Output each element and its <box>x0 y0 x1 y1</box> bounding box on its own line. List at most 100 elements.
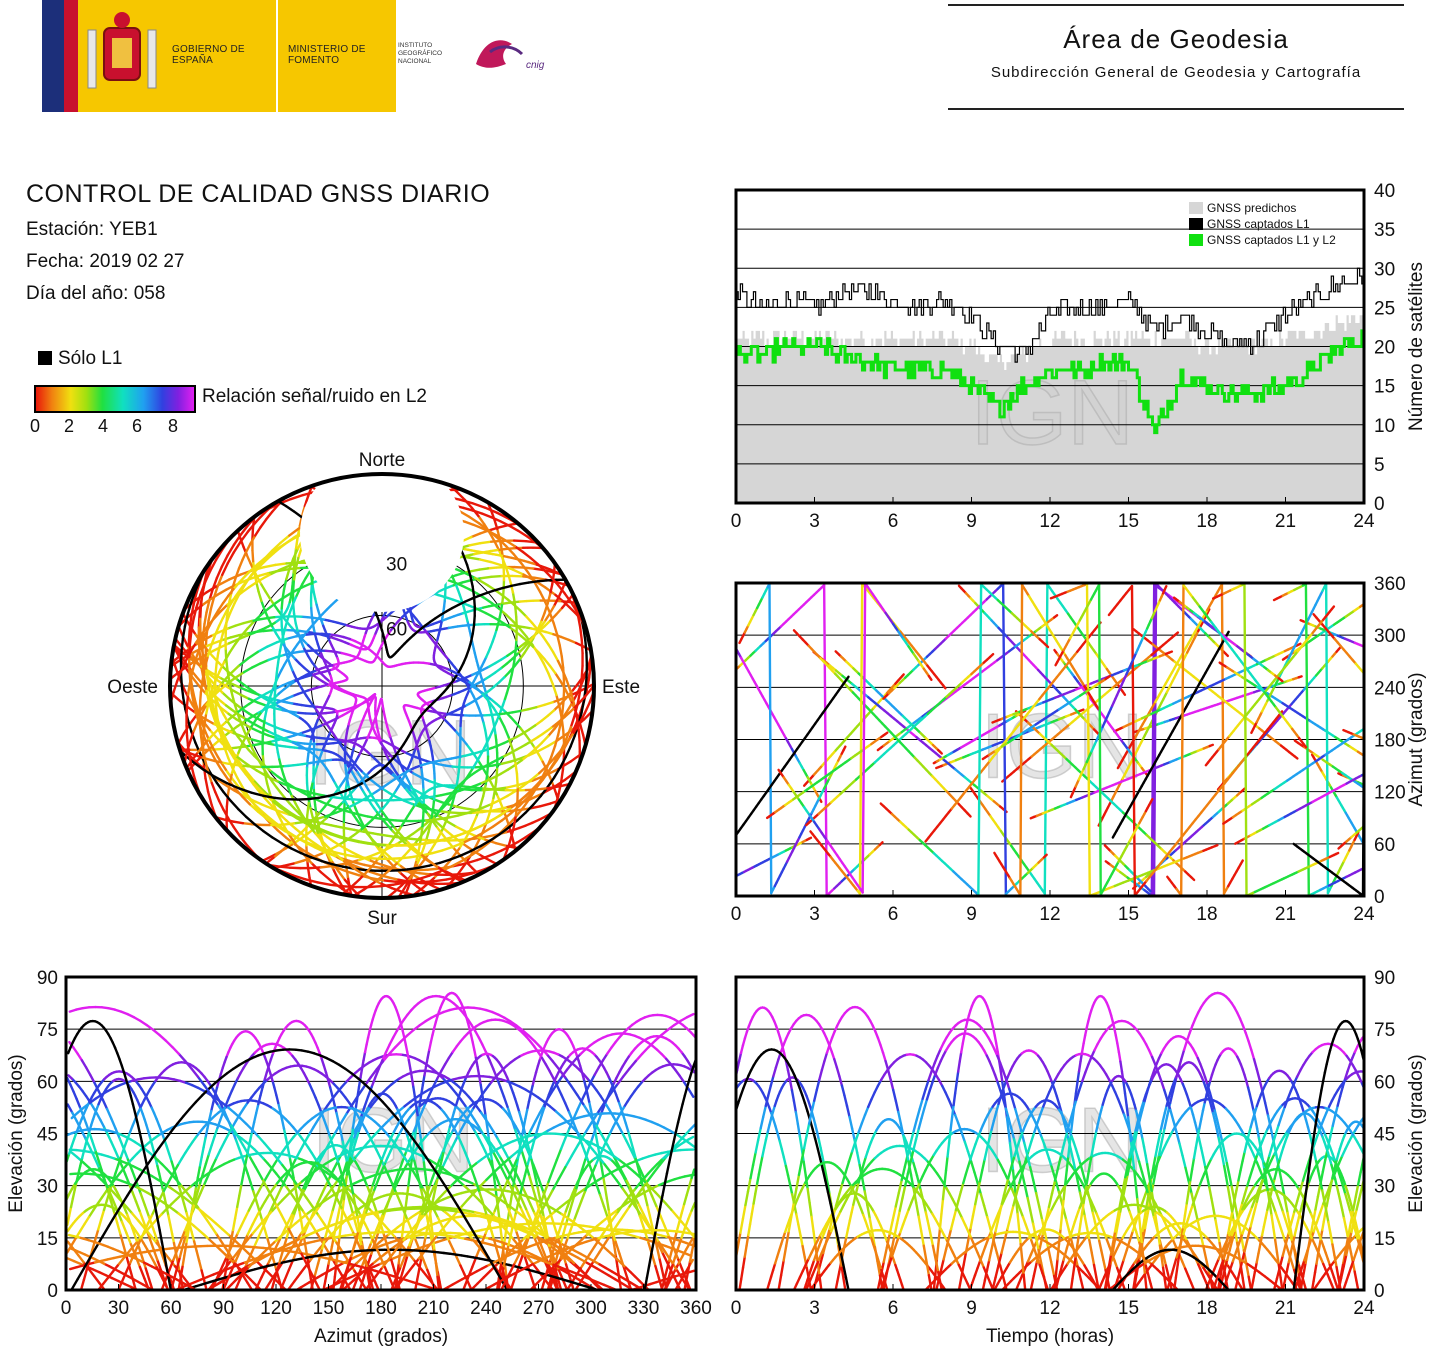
satellite-track <box>449 854 462 861</box>
eu-stars-band <box>42 0 64 112</box>
satellite-track <box>493 540 501 552</box>
satellite-track <box>241 707 251 715</box>
satellite-track <box>518 627 528 638</box>
satellite-track <box>360 855 371 862</box>
satellite-track <box>489 833 501 842</box>
satellite-track <box>405 776 412 786</box>
satellite-track <box>272 802 279 816</box>
satellite-track <box>467 858 479 864</box>
satellite-track <box>1385 655 1387 656</box>
satellite-track <box>226 782 231 797</box>
satellite-track <box>299 729 310 735</box>
satellite-track <box>319 831 329 839</box>
satellite-track <box>486 698 495 710</box>
satellite-track <box>243 569 253 578</box>
satellite-track <box>311 815 317 828</box>
satellite-track <box>564 677 571 690</box>
satellite-track <box>266 616 274 628</box>
satellite-track <box>536 628 545 639</box>
satellite-track <box>289 493 305 501</box>
satellite-track <box>190 675 200 687</box>
satellite-track <box>252 742 264 747</box>
satellite-track <box>204 702 210 717</box>
satellite-track <box>446 667 456 674</box>
satellite-track <box>282 779 292 787</box>
satellite-track <box>471 502 487 509</box>
satellite-track <box>533 576 547 581</box>
satellite-track <box>221 562 229 576</box>
satellite-track <box>215 565 224 580</box>
satellite-track <box>281 708 292 713</box>
satellite-track <box>265 782 272 795</box>
satellite-track <box>351 866 363 875</box>
satellite-track <box>511 574 525 578</box>
satellite-track <box>294 842 305 855</box>
x-tick-label: 15 <box>1118 511 1139 532</box>
series-predicted <box>736 307 1364 503</box>
satellite-track <box>1417 668 1419 669</box>
satellite-track <box>212 748 219 758</box>
satellite-track <box>194 586 200 598</box>
satellite-track <box>468 515 481 525</box>
satellite-track <box>511 814 518 832</box>
satellite-track <box>304 570 312 580</box>
satellite-track <box>262 773 272 780</box>
satellite-track <box>1150 583 1156 896</box>
satellite-track <box>188 754 193 767</box>
satellite-track <box>500 593 509 601</box>
satellite-track <box>567 638 578 645</box>
satellite-track <box>537 744 550 753</box>
satellite-track <box>218 729 225 742</box>
satellite-track <box>546 592 552 605</box>
satellite-track <box>226 551 235 565</box>
satellite-track <box>503 711 514 715</box>
satellite-track <box>545 757 556 768</box>
satellite-track <box>375 783 384 791</box>
satellite-track <box>200 715 210 722</box>
satellite-track <box>235 776 244 789</box>
satellite-track <box>217 799 225 812</box>
satellite-track <box>552 749 563 760</box>
flag-red-band <box>64 0 78 112</box>
satellite-track <box>525 615 534 625</box>
satellite-track <box>492 806 507 812</box>
satellite-track <box>256 701 268 707</box>
satellite-track <box>480 714 485 724</box>
satellite-track <box>204 777 210 793</box>
satellite-track <box>194 675 203 684</box>
satellite-track <box>310 856 323 863</box>
satellite-track <box>204 584 219 594</box>
satellite-track <box>576 613 582 629</box>
satellite-track <box>225 662 229 673</box>
satellite-track <box>508 524 520 532</box>
satellite-track <box>208 616 215 628</box>
satellite-track <box>1397 660 1399 661</box>
satellite-track <box>280 841 293 850</box>
satellite-track <box>330 862 344 868</box>
satellite-track <box>534 741 544 751</box>
satellite-track <box>216 588 228 596</box>
satellite-track <box>1412 666 1414 667</box>
satellite-track <box>522 625 533 630</box>
satellite-track <box>247 712 257 719</box>
satellite-track <box>175 669 183 683</box>
satellite-track <box>234 670 246 679</box>
satellite-track <box>276 828 288 839</box>
satellite-track <box>260 703 269 713</box>
satellite-track <box>456 812 468 817</box>
satellite-track <box>476 856 487 862</box>
satellite-track <box>481 809 496 814</box>
satellite-track <box>231 728 240 739</box>
satellite-track <box>181 624 187 640</box>
satellite-track <box>492 849 503 856</box>
satellite-track <box>271 836 283 845</box>
satellite-track <box>255 710 264 720</box>
satellite-track <box>416 874 431 881</box>
satellite-track <box>212 609 220 620</box>
satellite-track <box>580 699 586 715</box>
satellite-track <box>225 584 236 591</box>
satellite-track <box>460 853 474 863</box>
satellite-track <box>207 772 213 785</box>
satellite-track <box>252 778 262 789</box>
satellite-track <box>203 737 211 751</box>
